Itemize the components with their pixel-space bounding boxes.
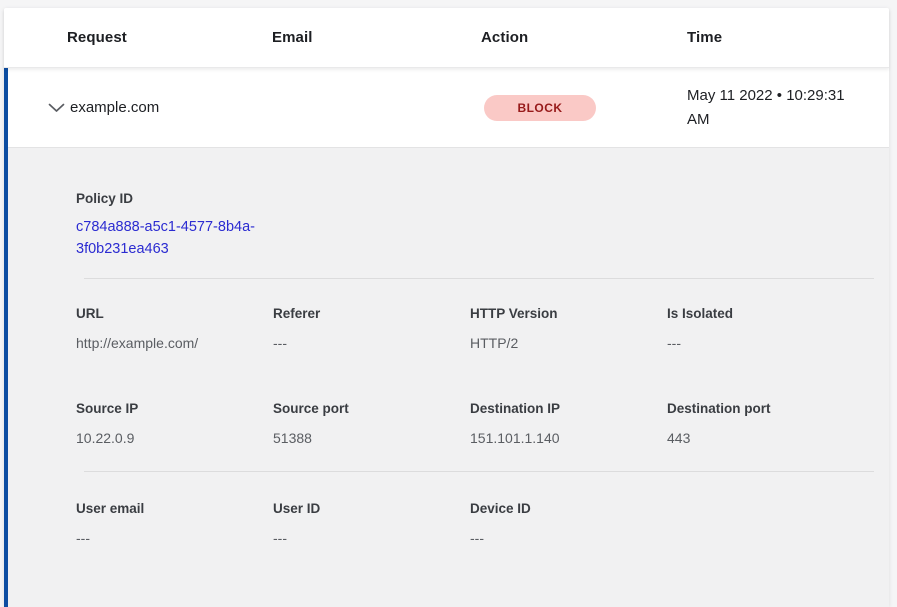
section-divider: [84, 471, 874, 472]
field-http-version-label: HTTP Version: [470, 306, 558, 321]
field-http-version-value: HTTP/2: [470, 335, 519, 351]
log-table-card: Request Email Action Time example.com BL…: [4, 8, 889, 607]
section-divider: [84, 278, 874, 279]
detail-row-user: User email --- User ID --- Device ID ---: [76, 500, 869, 547]
field-source-ip-value: 10.22.0.9: [76, 430, 135, 446]
status-badge-block: BLOCK: [484, 94, 596, 121]
detail-grid-empty-cell: [667, 500, 864, 547]
policy-id-link[interactable]: c784a888-a5c1-4577-8b4a-3f0b231ea463: [76, 219, 255, 257]
field-url-label: URL: [76, 306, 104, 321]
field-device-id: Device ID ---: [470, 500, 667, 547]
row-action-cell: BLOCK: [481, 94, 687, 121]
field-user-email-label: User email: [76, 501, 145, 516]
chevron-down-icon: [48, 103, 65, 113]
column-header-time: Time: [687, 29, 723, 46]
field-referer-value: ---: [273, 335, 287, 351]
row-detail-panel: Policy ID c784a888-a5c1-4577-8b4a-3f0b23…: [8, 148, 889, 607]
field-destination-ip-label: Destination IP: [470, 401, 561, 416]
column-header-email: Email: [272, 29, 313, 46]
field-device-id-value: ---: [470, 530, 484, 546]
field-user-id-label: User ID: [273, 501, 321, 516]
field-source-port-value: 51388: [273, 430, 312, 446]
field-http-version: HTTP Version HTTP/2: [470, 305, 667, 352]
expanded-row-container: example.com BLOCK May 11 2022 • 10:29:31…: [4, 68, 889, 607]
field-is-isolated-label: Is Isolated: [667, 306, 734, 321]
row-time-value: May 11 2022 • 10:29:31 AM: [687, 86, 845, 128]
field-destination-ip-value: 151.101.1.140: [470, 430, 560, 446]
field-is-isolated-value: ---: [667, 335, 681, 351]
field-destination-port-value: 443: [667, 430, 691, 446]
detail-row-http: URL http://example.com/ Referer --- HTTP…: [76, 305, 869, 352]
field-url: URL http://example.com/: [76, 305, 273, 352]
field-source-port: Source port 51388: [273, 400, 470, 447]
field-destination-port: Destination port 443: [667, 400, 864, 447]
field-destination-port-label: Destination port: [667, 401, 771, 416]
field-destination-ip: Destination IP 151.101.1.140: [470, 400, 667, 447]
field-source-ip: Source IP 10.22.0.9: [76, 400, 273, 447]
policy-id-label: Policy ID: [76, 191, 134, 206]
field-device-id-label: Device ID: [470, 501, 531, 516]
field-user-id: User ID ---: [273, 500, 470, 547]
field-source-port-label: Source port: [273, 401, 349, 416]
field-user-email: User email ---: [76, 500, 273, 547]
table-row[interactable]: example.com BLOCK May 11 2022 • 10:29:31…: [8, 68, 889, 148]
row-request-value: example.com: [70, 99, 160, 116]
row-expand-toggle[interactable]: [8, 103, 70, 113]
field-user-email-value: ---: [76, 530, 90, 546]
field-url-value: http://example.com/: [76, 335, 199, 351]
detail-row-network: Source IP 10.22.0.9 Source port 51388 De…: [76, 400, 869, 447]
policy-id-block: Policy ID c784a888-a5c1-4577-8b4a-3f0b23…: [76, 190, 869, 260]
field-referer: Referer ---: [273, 305, 470, 352]
table-header: Request Email Action Time: [4, 8, 889, 68]
field-source-ip-label: Source IP: [76, 401, 139, 416]
column-header-action: Action: [481, 29, 529, 46]
field-referer-label: Referer: [273, 306, 321, 321]
column-header-request: Request: [67, 29, 127, 46]
field-user-id-value: ---: [273, 530, 287, 546]
field-is-isolated: Is Isolated ---: [667, 305, 864, 352]
